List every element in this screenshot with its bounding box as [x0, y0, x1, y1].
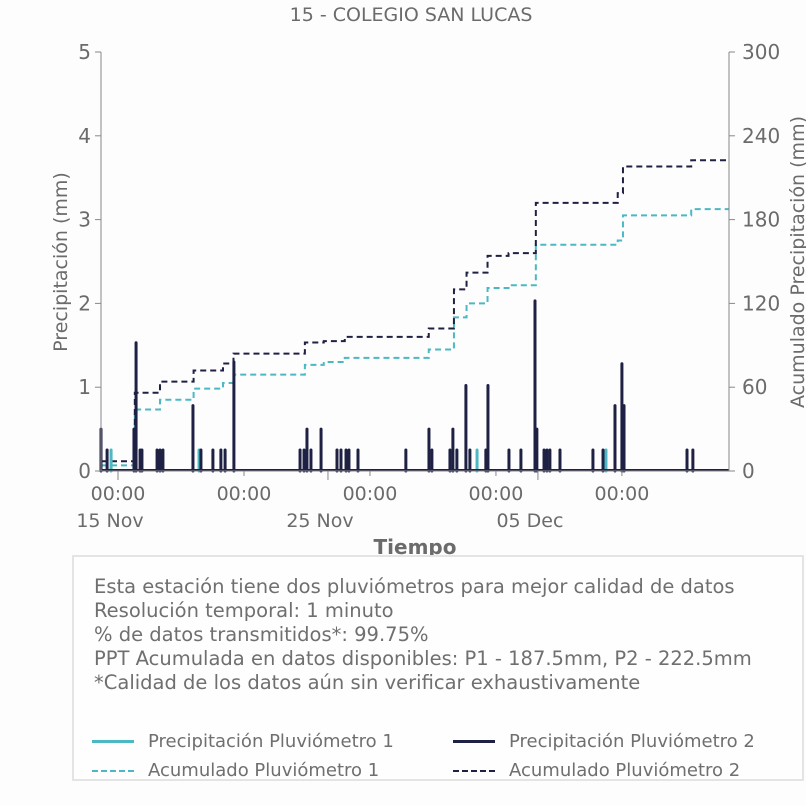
chart: 15 - COLEGIO SAN LUCAS 0 1 2 3 4 5 0 60 120 180 24…	[50, 4, 806, 556]
note-line: *Calidad de los datos aún sin verificar …	[94, 671, 641, 694]
note-line: PPT Acumulada en datos disponibles: P1 -…	[94, 647, 752, 670]
legend-item-p1: Precipitación Pluviómetro 1	[92, 731, 394, 752]
x-tick-label-time: 00:00	[343, 483, 398, 505]
legend-swatch	[92, 769, 134, 772]
cumulative-line-2	[101, 159, 729, 463]
legend-label: Precipitación Pluviómetro 1	[148, 731, 394, 752]
x-tick-label-time: 00:00	[217, 483, 272, 505]
y2-tick-label: 240	[742, 124, 780, 148]
cumulative-line-1	[101, 208, 729, 467]
y-tick-label: 4	[78, 124, 91, 148]
legend-item-p2: Precipitación Pluviómetro 2	[453, 731, 755, 752]
legend-item-a2: Acumulado Pluviómetro 2	[453, 760, 740, 781]
y2-tick-label: 0	[742, 459, 755, 483]
legend-label: Precipitación Pluviómetro 2	[509, 731, 755, 752]
note-line: Resolución temporal: 1 minuto	[94, 599, 394, 622]
legend-label: Acumulado Pluviómetro 2	[509, 760, 741, 781]
x-tick-label-time: 00:00	[595, 483, 650, 505]
x-tick-label-time: 00:00	[91, 483, 146, 505]
y2-tick-label: 300	[742, 40, 780, 64]
y-tick-label: 0	[78, 459, 91, 483]
note-line: Esta estación tiene dos pluviómetros par…	[94, 575, 735, 598]
y-axis-label: Precipitación (mm)	[50, 172, 72, 352]
y2-tick-label: 120	[742, 291, 780, 315]
x-axis-label: Tiempo	[374, 535, 457, 556]
x-tick-label-date: 25 Nov	[286, 510, 353, 532]
legend-label: Acumulado Pluviómetro 1	[148, 760, 380, 781]
y-tick-label: 1	[78, 375, 91, 399]
y-tick-label: 2	[78, 291, 91, 315]
x-tick-label-date: 15 Nov	[76, 510, 143, 532]
x-tick-label-time: 00:00	[469, 483, 524, 505]
legend-item-a1: Acumulado Pluviómetro 1	[92, 760, 379, 781]
y-tick-label: 3	[78, 208, 91, 232]
note-line: % de datos transmitidos*: 99.75%	[94, 623, 429, 646]
info-legend-box: Esta estación tiene dos pluviómetros par…	[72, 555, 804, 781]
x-tick-label-date: 05 Dec	[496, 510, 563, 532]
legend-swatch	[92, 740, 134, 743]
station-notes: Esta estación tiene dos pluviómetros par…	[94, 575, 752, 695]
chart-title: 15 - COLEGIO SAN LUCAS	[290, 4, 533, 26]
y2-tick-label: 180	[742, 208, 780, 232]
y-tick-label: 5	[78, 40, 91, 64]
y2-axis-label: Acumulado Precipitación (mm)	[787, 116, 806, 408]
legend-swatch	[453, 769, 495, 772]
legend-swatch	[453, 740, 495, 743]
y2-tick-label: 60	[742, 375, 767, 399]
